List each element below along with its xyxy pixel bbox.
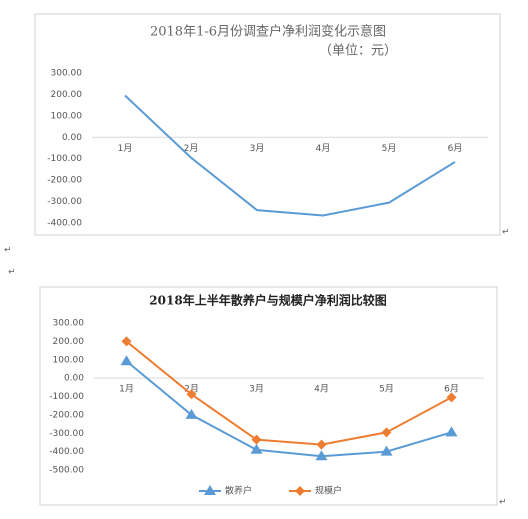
y-tick-label: 0.00 [64,374,84,384]
marker [381,427,392,438]
x-tick-label: 6月 [448,143,463,154]
x-tick-label: 2月 [184,143,199,154]
paragraph-mark: ↵ [499,498,507,508]
y-tick-label: 0.00 [62,133,82,143]
y-tick-label: -300.00 [47,197,82,207]
y-tick-label: -500.00 [49,466,84,476]
y-tick-label: 200.00 [51,90,83,100]
marker [380,445,393,456]
x-tick-label: 5月 [382,143,397,154]
x-tick-label: 2月 [184,384,199,395]
paragraph-mark: ↵ [8,268,16,278]
marker [251,434,262,445]
x-tick-label: 3月 [249,384,264,395]
chart-frame [39,286,498,506]
marker [120,355,133,366]
legend-label: 规模户 [315,485,342,497]
marker [186,389,197,400]
marker [446,392,457,403]
y-tick-label: -100.00 [49,392,84,402]
y-tick-label: -200.00 [49,410,84,420]
line [124,94,456,217]
x-tick-label: 4月 [314,384,329,395]
legend-marker [295,486,305,496]
y-tick-label: -400.00 [47,219,82,229]
marker [315,450,328,461]
y-tick-label: 100.00 [51,111,83,121]
marker [250,443,263,454]
y-tick-label: -400.00 [49,447,84,457]
y-tick-label: -100.00 [47,154,82,164]
y-tick-label: 100.00 [53,355,85,365]
legend-marker [204,485,216,495]
marker [316,439,327,450]
marker [445,426,458,437]
chart-title: 2018年1-6月份调查户净利润变化示意图 [150,24,386,40]
chart-subtitle: （单位：元） [319,44,397,59]
chart-frame [34,13,501,236]
x-tick-label: 3月 [250,143,265,154]
paragraph-mark: ↵ [4,246,12,256]
y-tick-label: 200.00 [53,337,85,347]
marker [185,408,198,419]
y-tick-label: 300.00 [51,69,83,79]
marker [121,336,132,347]
chart-title: 2018年上半年散养户与规模户净利润比较图 [149,293,386,308]
paragraph-mark: ↵ [502,228,510,238]
x-tick-label: 1月 [119,384,134,395]
line [125,360,452,458]
x-tick-label: 6月 [444,384,459,395]
x-tick-label: 1月 [118,143,133,154]
line [125,340,452,446]
x-tick-label: 5月 [379,384,394,395]
y-tick-label: -300.00 [49,429,84,439]
y-tick-label: -200.00 [47,176,82,186]
legend-label: 散养户 [225,485,252,497]
y-tick-label: 300.00 [53,319,85,329]
x-tick-label: 4月 [316,143,331,154]
